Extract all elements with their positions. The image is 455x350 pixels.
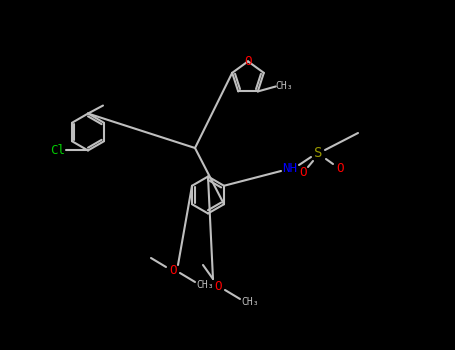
Text: CH₃: CH₃ bbox=[275, 82, 293, 91]
Text: CH₃: CH₃ bbox=[241, 297, 259, 307]
Text: S: S bbox=[314, 146, 322, 160]
Text: O: O bbox=[169, 264, 177, 276]
Text: O: O bbox=[299, 167, 307, 180]
Text: CH₃: CH₃ bbox=[196, 280, 214, 290]
Text: O: O bbox=[244, 55, 252, 68]
Text: O: O bbox=[214, 280, 222, 294]
Text: Cl: Cl bbox=[51, 144, 66, 157]
Text: NH: NH bbox=[283, 161, 298, 175]
Text: O: O bbox=[336, 161, 344, 175]
